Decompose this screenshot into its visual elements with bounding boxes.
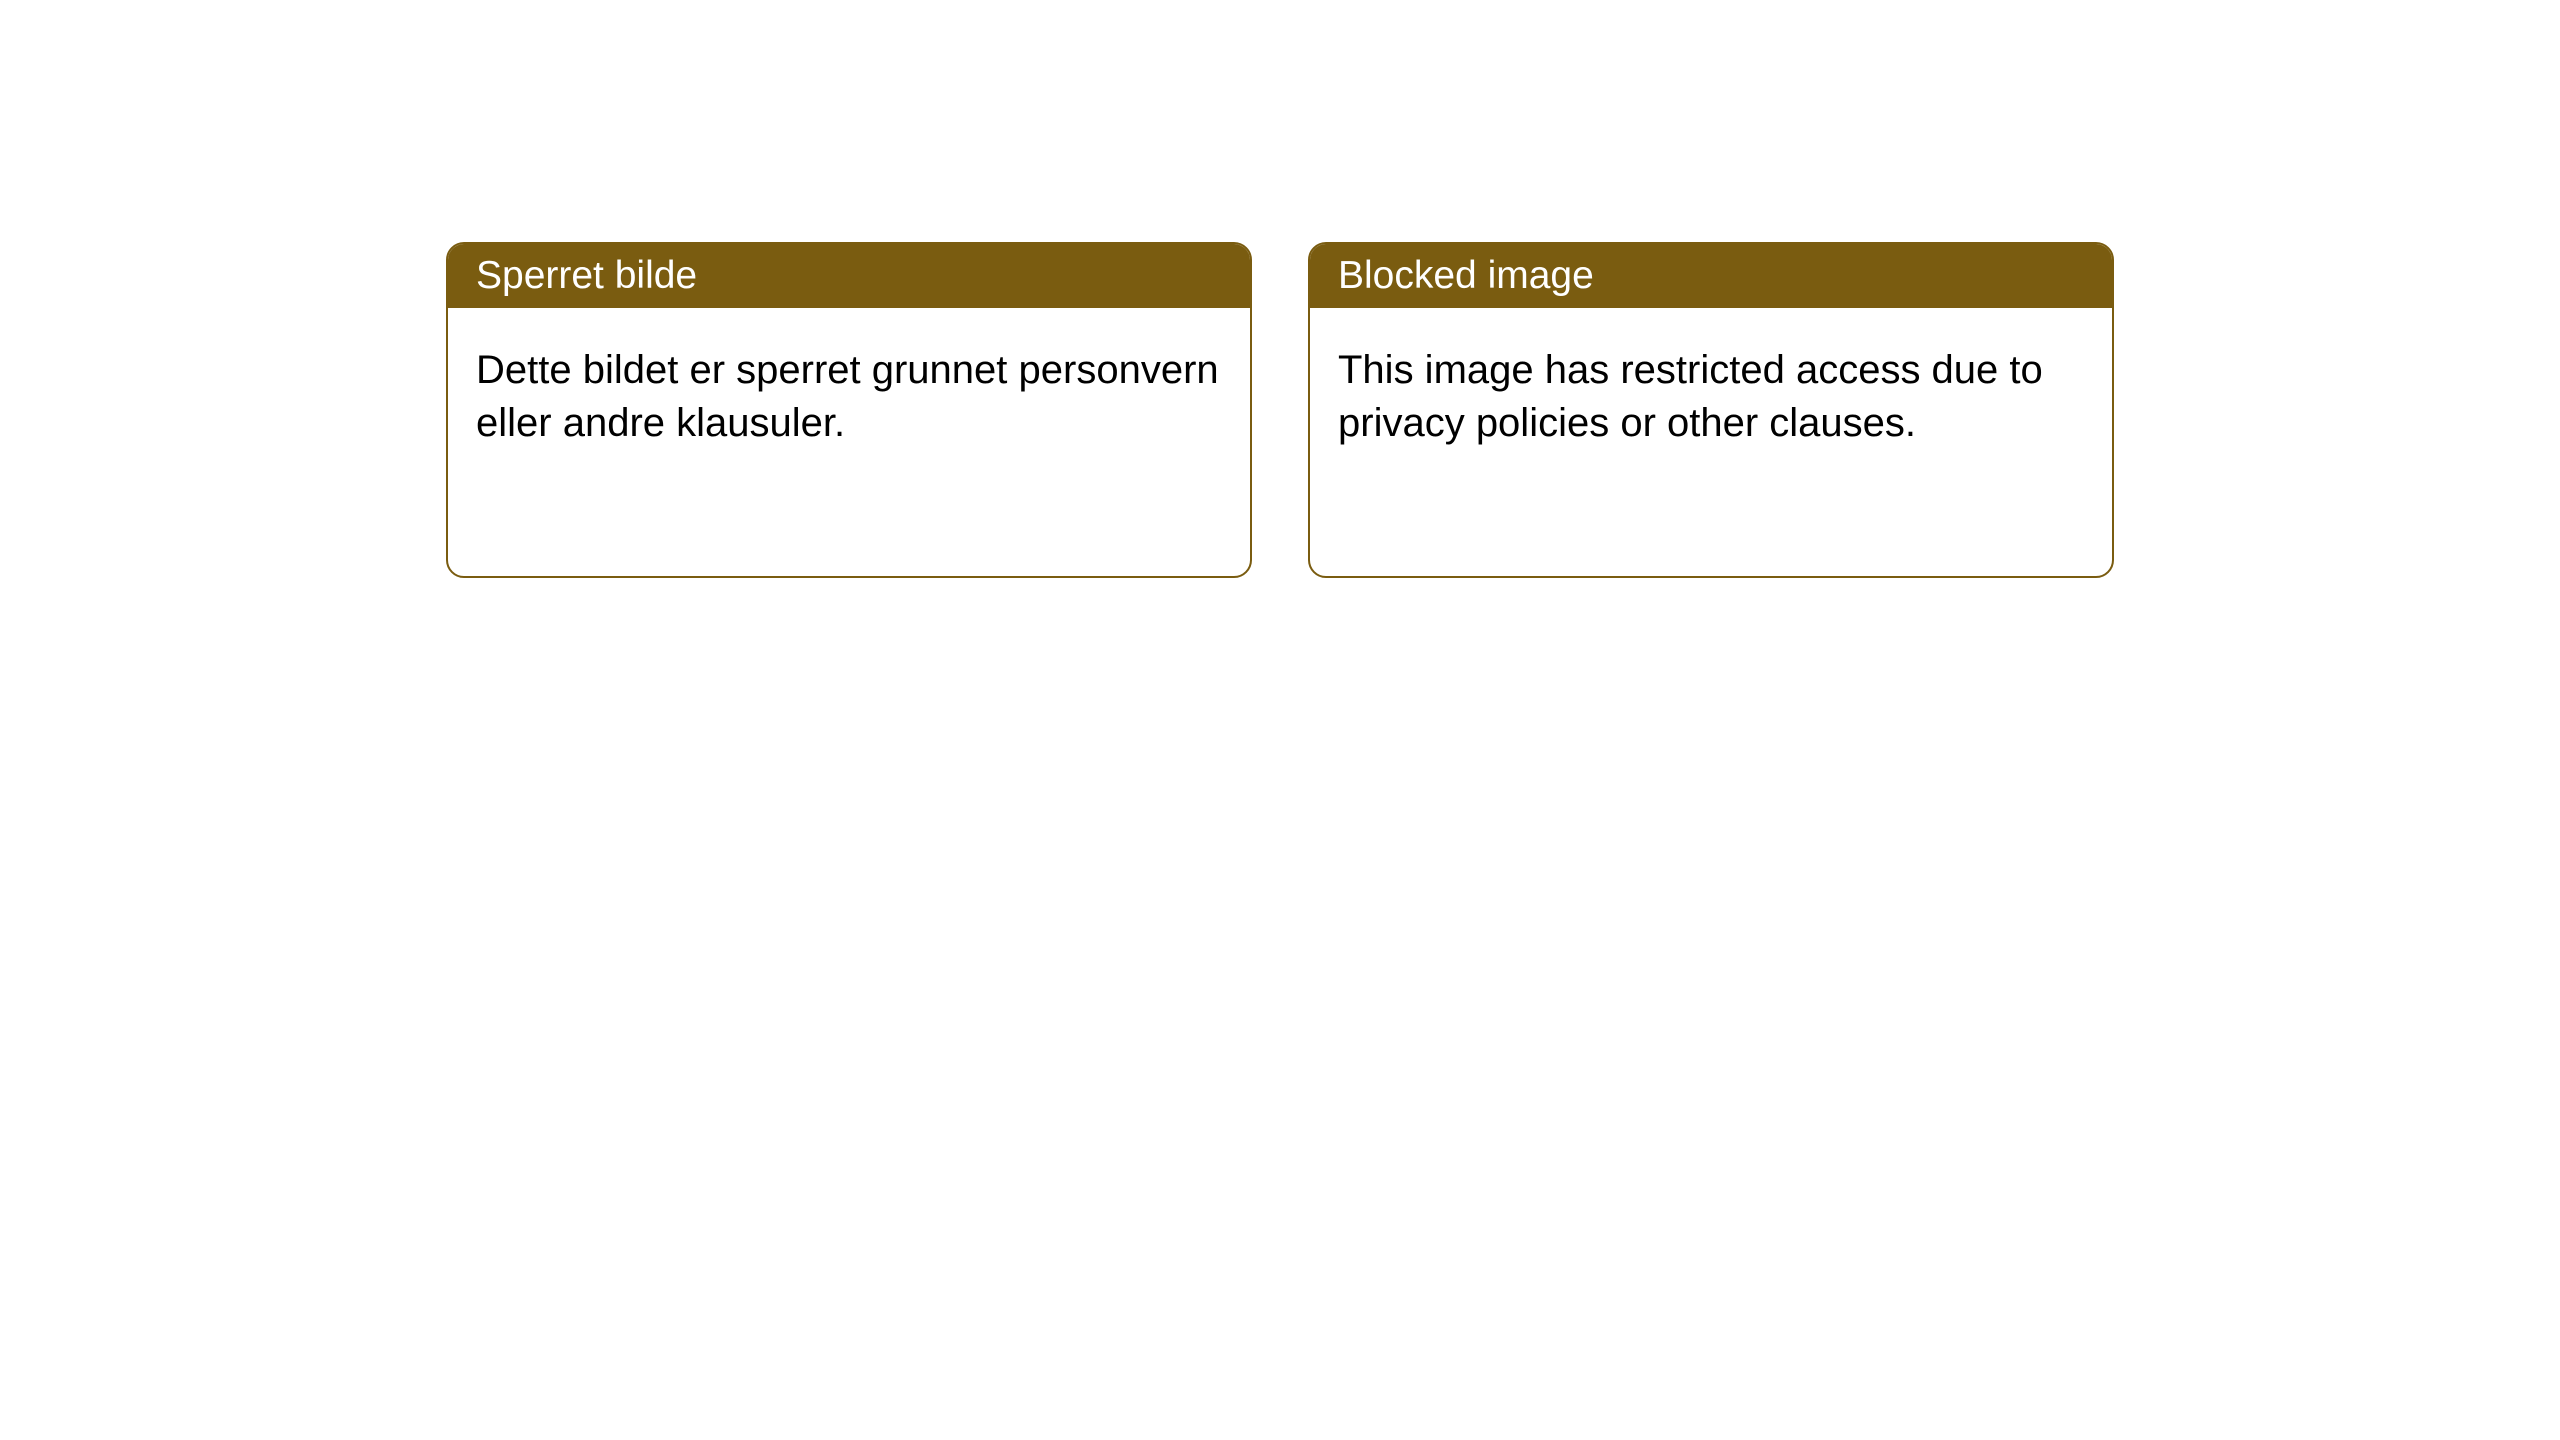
card-body: Dette bildet er sperret grunnet personve… [448, 308, 1250, 486]
card-body: This image has restricted access due to … [1310, 308, 2112, 486]
notice-card-english: Blocked image This image has restricted … [1308, 242, 2114, 578]
card-header: Sperret bilde [448, 244, 1250, 308]
card-header: Blocked image [1310, 244, 2112, 308]
notice-cards-container: Sperret bilde Dette bildet er sperret gr… [446, 242, 2114, 578]
notice-card-norwegian: Sperret bilde Dette bildet er sperret gr… [446, 242, 1252, 578]
